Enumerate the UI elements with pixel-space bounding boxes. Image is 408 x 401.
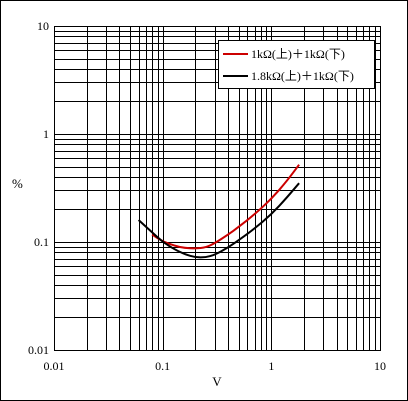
legend-box (218, 40, 375, 89)
tick-labels: 0.01 0.1 1 10 0.01 0.1 1 10 (28, 19, 386, 373)
y-tick-label: 0.1 (34, 235, 49, 249)
x-tick-label: 0.01 (44, 359, 65, 373)
x-tick-label: 0.1 (155, 359, 170, 373)
x-tick-label: 1 (268, 359, 274, 373)
legend-label-series-2: 1.8kΩ(上)＋1kΩ(下) (251, 69, 354, 83)
plot-border (54, 26, 381, 351)
series-layer (137, 164, 300, 259)
y-tick-label: 10 (37, 19, 49, 33)
y-tick-label: 1 (43, 127, 49, 141)
x-axis-title: V (212, 374, 222, 389)
y-axis-title: % (12, 176, 23, 191)
legend-label-series-1: 1kΩ(上)＋1kΩ(下) (251, 47, 345, 61)
x-tick-label: 10 (374, 359, 386, 373)
series-line-1 (151, 164, 300, 250)
series-line-2 (137, 182, 300, 259)
y-tick-label: 0.01 (28, 343, 49, 357)
legend: 1kΩ(上)＋1kΩ(下) 1.8kΩ(上)＋1kΩ(下) (218, 40, 375, 89)
